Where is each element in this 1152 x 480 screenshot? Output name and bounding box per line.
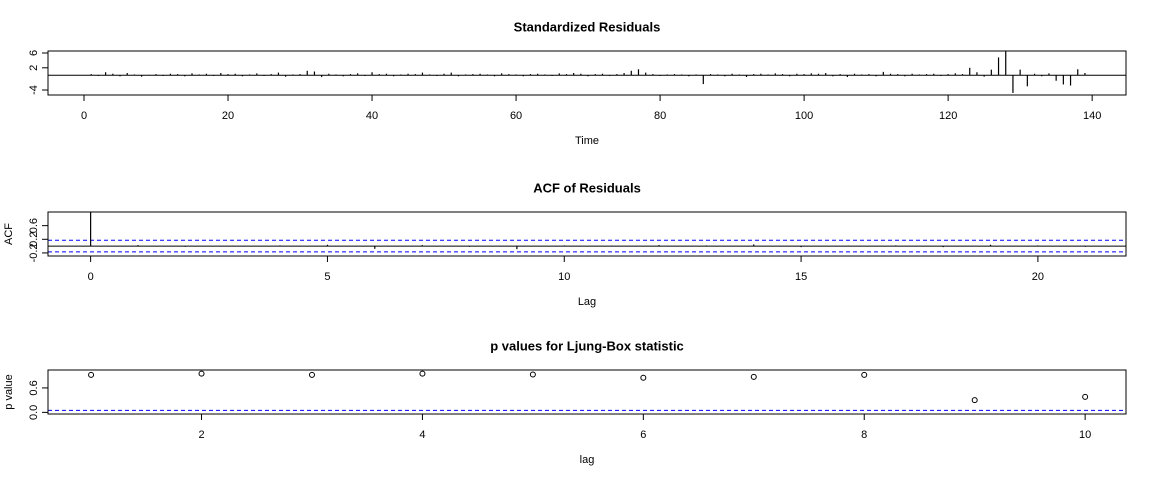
y-tick-label: 0.6: [28, 380, 40, 395]
x-tick-label: 2: [198, 429, 204, 441]
point: [750, 373, 757, 380]
point: [198, 370, 205, 377]
x-tick-label: 100: [795, 110, 813, 122]
y-tick-label: 2: [28, 65, 40, 71]
point: [971, 397, 978, 404]
x-axis-label: lag: [580, 454, 595, 466]
plot-box: [47, 211, 1127, 257]
x-tick-label: 0: [81, 110, 87, 122]
panel-title: ACF of Residuals: [533, 180, 641, 195]
point: [640, 374, 647, 381]
plot-box: [47, 369, 1127, 415]
x-tick-label: 4: [419, 429, 425, 441]
x-tick-label: 10: [1079, 429, 1091, 441]
panel-title: Standardized Residuals: [514, 19, 661, 34]
point: [419, 370, 426, 377]
y-tick-label: 0.2: [28, 232, 40, 247]
x-tick-label: 8: [861, 429, 867, 441]
x-tick-label: 120: [939, 110, 957, 122]
x-tick-label: 10: [558, 271, 570, 283]
x-axis-label: Lag: [578, 296, 596, 308]
y-tick-label: 0.0: [28, 405, 40, 420]
x-tick-label: 15: [795, 271, 807, 283]
y-tick-label: 6: [28, 50, 40, 56]
y-tick-label: -4: [28, 85, 40, 95]
plot-box: [47, 50, 1127, 96]
y-axis-label: p value: [3, 374, 15, 409]
x-tick-label: 140: [1083, 110, 1101, 122]
x-tick-label: 20: [1032, 271, 1044, 283]
x-tick-label: 0: [88, 271, 94, 283]
panel-title: p values for Ljung-Box statistic: [490, 338, 684, 353]
x-tick-label: 80: [654, 110, 666, 122]
y-tick-label: 0.6: [28, 218, 40, 233]
x-tick-label: 40: [366, 110, 378, 122]
point: [88, 371, 95, 378]
x-axis-label: Time: [575, 135, 599, 147]
x-tick-label: 6: [640, 429, 646, 441]
y-tick-label: -0.2: [28, 243, 40, 262]
point: [1082, 393, 1089, 400]
x-tick-label: 5: [324, 271, 330, 283]
point: [861, 371, 868, 378]
y-axis-label: ACF: [3, 223, 15, 245]
point: [308, 371, 315, 378]
x-tick-label: 20: [222, 110, 234, 122]
point: [529, 371, 536, 378]
x-tick-label: 60: [510, 110, 522, 122]
